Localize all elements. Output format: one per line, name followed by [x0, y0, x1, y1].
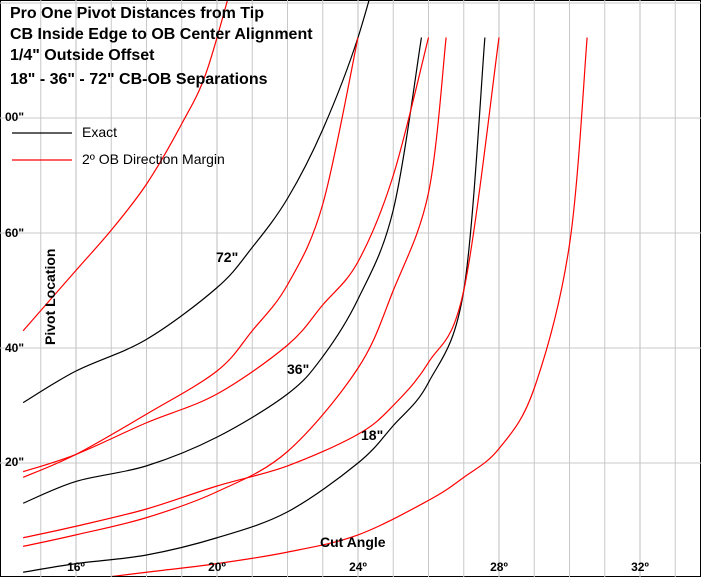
- x-tick-label: 32º: [631, 560, 649, 574]
- curves: [22, 1, 588, 576]
- x-tick-label: 24º: [349, 560, 367, 574]
- y-tick-label: 60": [5, 226, 25, 240]
- series-margin-line: [22, 37, 430, 473]
- legend-margin-label: 2º OB Direction Margin: [82, 151, 225, 167]
- curve-label-18: 18": [361, 427, 384, 443]
- x-tick-label: 28º: [490, 560, 508, 574]
- x-tick-label: 16º: [67, 560, 85, 574]
- chart-title-line-1: Pro One Pivot Distances from Tip: [10, 5, 264, 22]
- legend: [12, 132, 72, 161]
- curve-label-72: 72": [216, 249, 239, 265]
- series-exact-line: [22, 37, 423, 504]
- x-tick-label: 20º: [208, 560, 226, 574]
- chart-title-line-3: 1/4" Outside Offset: [10, 47, 155, 64]
- y-tick-label: 00": [5, 110, 25, 124]
- chart-title-line-4: 18" - 36" - 72" CB-OB Separations: [10, 71, 268, 88]
- chart-title-line-2: CB Inside Edge to OB Center Alignment: [10, 26, 313, 43]
- series-margin-line: [23, 37, 500, 539]
- series-margin-line: [22, 37, 359, 478]
- y-axis-title: Pivot Location: [42, 248, 58, 345]
- series-margin-line: [110, 37, 588, 576]
- y-tick-label: 40": [5, 341, 25, 355]
- series-margin-line: [22, 1, 228, 332]
- curve-label-36: 36": [287, 361, 310, 377]
- y-tick-label: 20": [5, 455, 25, 469]
- x-axis-title: Cut Angle: [320, 534, 386, 550]
- series-margin-line: [23, 37, 447, 547]
- legend-exact-label: Exact: [82, 124, 118, 140]
